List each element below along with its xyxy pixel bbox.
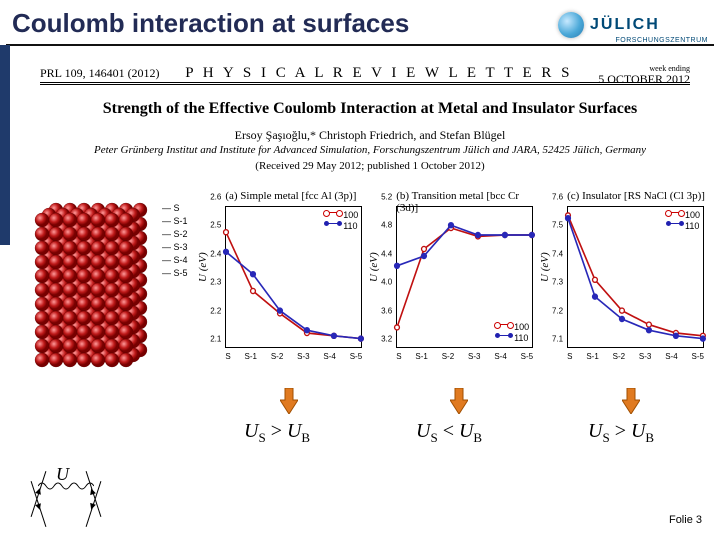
logo-subtitle: FORSCHUNGSZENTRUM <box>616 37 709 44</box>
inequality-a: US > UB <box>244 420 310 446</box>
slide-title: Coulomb interaction at surfaces <box>12 8 409 39</box>
journal-divider <box>40 82 690 85</box>
journal-name: P H Y S I C A L R E V I E W L E T T E R … <box>185 65 572 82</box>
layer-label: S-3 <box>162 241 197 254</box>
layer-label: S-1 <box>162 215 197 228</box>
side-tab <box>0 45 10 245</box>
figure-row: SS-1S-2S-3S-4S-5 (a) Simple metal [fcc A… <box>32 192 710 382</box>
prl-ref: PRL 109, 146401 (2012) <box>40 66 160 81</box>
plot-title: (a) Simple metal [fcc Al (3p)] <box>225 190 356 202</box>
layer-label: S-5 <box>162 267 197 280</box>
plot-legend: 100110 <box>668 210 700 232</box>
y-ticks: 2.12.22.32.42.52.6 <box>203 206 223 348</box>
layer-label: S-2 <box>162 228 197 241</box>
x-ticks: SS-1S-2S-3S-4S-5 <box>567 352 704 362</box>
photon-line-icon <box>38 480 94 492</box>
brand-logo: JÜLICH FORSCHUNGSZENTRUM <box>558 6 708 44</box>
arrow-icon <box>280 388 298 414</box>
paper-received: (Received 29 May 2012; published 1 Octob… <box>60 160 680 172</box>
paper-title: Strength of the Effective Coulomb Intera… <box>60 100 680 118</box>
y-ticks: 7.17.27.37.47.57.6 <box>545 206 565 348</box>
logo-ball-icon <box>558 12 584 38</box>
x-ticks: SS-1S-2S-3S-4S-5 <box>396 352 533 362</box>
plot-c: (c) Insulator [RS NaCl (Cl 3p)]U (eV)7.1… <box>541 192 708 372</box>
paper-affiliation: Peter Grünberg Institut and Institute fo… <box>60 144 680 156</box>
plot-a: (a) Simple metal [fcc Al (3p)]U (eV)2.12… <box>199 192 366 372</box>
layer-label: S-4 <box>162 254 197 267</box>
plot-legend: 100110 <box>497 322 529 344</box>
plot-b: (b) Transition metal [bcc Cr (3d)]U (eV)… <box>370 192 537 372</box>
slide-number: Folie 3 <box>669 514 702 526</box>
plot-legend: 100110 <box>326 210 358 232</box>
title-divider <box>6 44 714 46</box>
inequality-c: US > UB <box>588 420 654 446</box>
logo-text: JÜLICH <box>590 16 660 34</box>
arrow-icon <box>450 388 468 414</box>
journal-header: PRL 109, 146401 (2012) P H Y S I C A L R… <box>40 62 690 84</box>
atoms-illustration <box>32 192 162 372</box>
y-ticks: 3.23.64.04.44.85.2 <box>374 206 394 348</box>
layer-labels: SS-1S-2S-3S-4S-5 <box>162 192 197 382</box>
arrow-icon <box>622 388 640 414</box>
paper-authors: Ersoy Şaşıoğlu,* Christoph Friedrich, an… <box>60 128 680 143</box>
inequality-b: US < UB <box>416 420 482 446</box>
plot-title: (c) Insulator [RS NaCl (Cl 3p)] <box>567 190 705 202</box>
x-ticks: SS-1S-2S-3S-4S-5 <box>225 352 362 362</box>
layer-label: S <box>162 202 197 215</box>
atoms-svg <box>32 192 162 372</box>
